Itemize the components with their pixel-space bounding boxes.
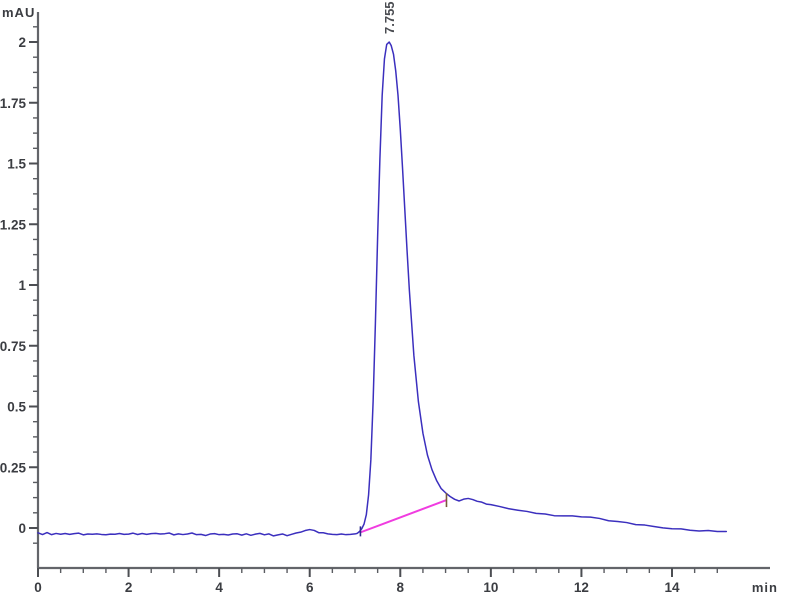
y-axis-tick-label: 2 bbox=[18, 35, 26, 50]
x-axis-tick-label: 6 bbox=[306, 580, 314, 595]
x-axis-unit-label: min bbox=[752, 580, 778, 595]
x-axis-tick-label: 0 bbox=[34, 580, 42, 595]
x-axis-tick-label: 8 bbox=[397, 580, 405, 595]
x-axis: 0 2 4 6 8 10 12 14 min bbox=[34, 566, 778, 595]
y-axis-tick-label: 1.75 bbox=[0, 96, 26, 111]
y-axis-tick-label: 0 bbox=[18, 521, 26, 536]
annotation-group: 7.755 bbox=[382, 1, 397, 34]
x-axis-tick-label: 4 bbox=[215, 580, 223, 595]
y-axis-tick-label: 0.75 bbox=[0, 339, 26, 354]
y-axis: 0 0.25 0.5 0.75 1 1.25 1.5 1.75 2 mAU bbox=[0, 5, 40, 568]
x-axis-tick-label: 2 bbox=[125, 580, 133, 595]
x-axis-tick-label: 14 bbox=[664, 580, 680, 595]
y-axis-tick-label: 1 bbox=[18, 278, 26, 293]
trace-group bbox=[37, 41, 728, 537]
y-axis-tick-label: 1.25 bbox=[0, 217, 26, 232]
y-axis-tick-label: 0.5 bbox=[7, 400, 26, 415]
y-axis-unit-label: mAU bbox=[2, 5, 35, 20]
peak-integration-baseline bbox=[360, 499, 447, 534]
peak-retention-time-label: 7.755 bbox=[382, 1, 397, 34]
y-axis-tick-label: 1.5 bbox=[7, 157, 26, 172]
y-axis-tick-label: 0.25 bbox=[0, 460, 26, 475]
x-axis-tick-label: 12 bbox=[574, 580, 589, 595]
x-axis-tick-label: 10 bbox=[483, 580, 498, 595]
uv-absorbance-trace bbox=[37, 41, 728, 537]
integration-baseline-group bbox=[359, 493, 448, 537]
